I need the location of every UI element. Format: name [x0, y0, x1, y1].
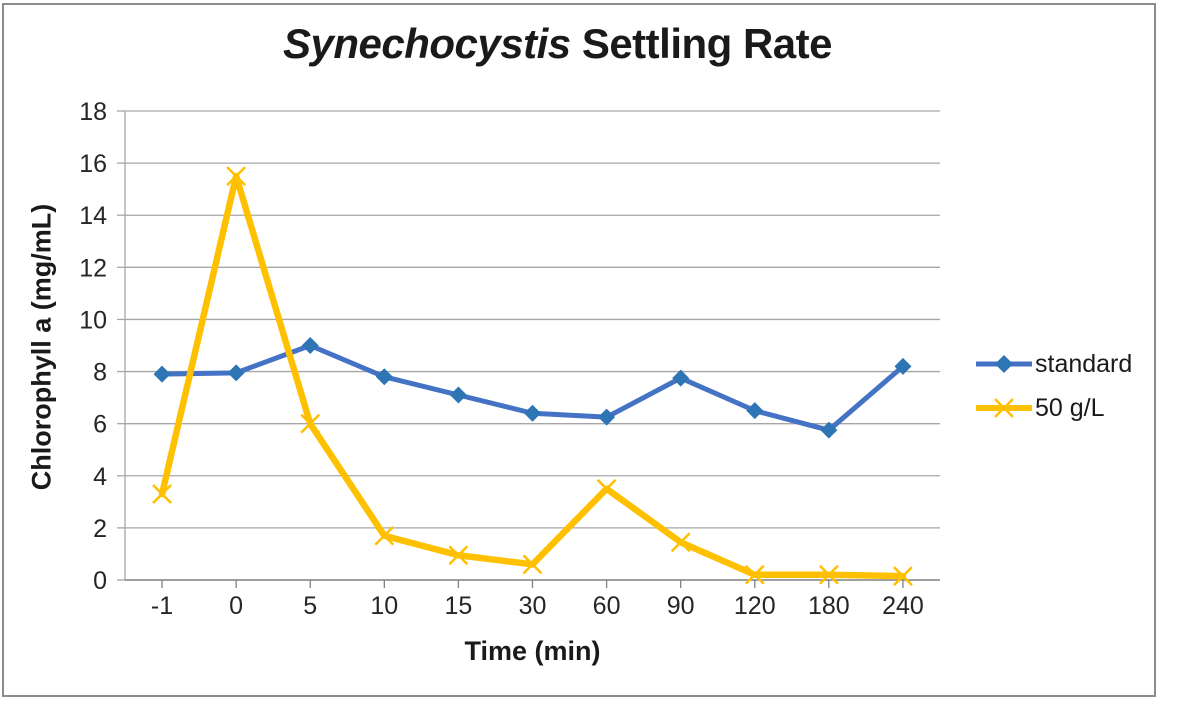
x-tick-label: 90	[667, 592, 695, 620]
legend: standard 50 g/L	[975, 349, 1132, 423]
y-tick-label: 6	[93, 411, 107, 439]
y-tick-label: 8	[93, 359, 107, 387]
legend-marker-50gl-icon	[976, 398, 1032, 418]
x-tick-label: 240	[882, 592, 924, 620]
x-tick-label: 30	[519, 592, 547, 620]
marker-standard	[227, 364, 245, 382]
marker-50gl	[670, 532, 691, 553]
legend-item-standard: standard	[975, 349, 1132, 379]
marker-50gl	[522, 554, 543, 575]
marker-standard	[153, 365, 171, 383]
y-tick-label: 4	[93, 463, 107, 491]
marker-50gl	[596, 478, 617, 499]
marker-50gl	[226, 166, 247, 187]
y-tick-label: 0	[93, 567, 107, 595]
marker-50gl	[818, 564, 839, 585]
legend-marker-standard-icon	[976, 355, 1032, 373]
x-tick-label: 180	[808, 592, 850, 620]
marker-50gl	[893, 566, 913, 586]
x-tick-label: -1	[151, 592, 173, 620]
chart-title-species: Synechocystis	[282, 20, 571, 67]
chart-title-rest: Settling Rate	[581, 20, 833, 67]
x-tick-label: 10	[370, 592, 398, 620]
chart-title: Synechocystis Settling Rate	[100, 20, 1015, 76]
y-tick-label: 2	[93, 515, 107, 543]
legend-item-50gl: 50 g/L	[975, 393, 1132, 423]
y-tick-label: 10	[79, 306, 107, 334]
marker-standard	[820, 421, 838, 439]
y-tick-label: 18	[79, 98, 107, 126]
y-tick-label: 14	[79, 202, 107, 230]
marker-standard	[375, 368, 393, 386]
marker-standard	[746, 402, 764, 420]
x-axis-title: Time (min)	[464, 636, 601, 666]
marker-standard	[672, 369, 690, 387]
marker-50gl	[300, 413, 321, 434]
marker-standard	[449, 386, 467, 404]
y-tick-label: 16	[79, 150, 107, 178]
marker-standard	[301, 337, 319, 354]
marker-standard	[524, 404, 541, 422]
marker-50gl	[152, 484, 172, 504]
x-tick-label: 5	[303, 592, 317, 620]
x-tick-label: 0	[229, 592, 243, 620]
y-axis-title-text: Chlorophyll a (mg/mL)	[26, 203, 57, 491]
marker-standard	[894, 357, 912, 375]
x-tick-label: 15	[445, 592, 473, 620]
x-tick-label: 120	[734, 592, 776, 620]
x-tick-label: 60	[593, 592, 621, 620]
series-line-50gl	[158, 172, 907, 580]
legend-label-50gl: 50 g/L	[1035, 393, 1105, 422]
marker-50gl	[744, 564, 765, 585]
marker-50gl	[448, 545, 469, 566]
y-tick-label: 12	[79, 254, 107, 282]
marker-standard	[598, 408, 616, 426]
marker-50gl	[374, 525, 395, 546]
legend-label-standard: standard	[1035, 349, 1133, 378]
